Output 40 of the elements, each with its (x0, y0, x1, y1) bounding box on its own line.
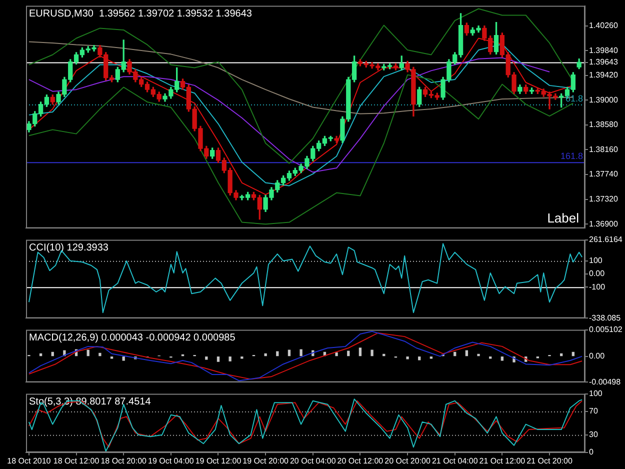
y-tick-label: 100 (589, 256, 603, 266)
annotation: 161.8 (560, 151, 583, 162)
y-tick-label: 1.39840 (589, 46, 618, 55)
annotation: Label (547, 210, 580, 226)
chart-title: CCI(10) 129.3933 (29, 242, 109, 254)
x-tick-label: 18 Oct 2010 (7, 456, 52, 466)
y-tick-label: 1.38160 (589, 144, 618, 154)
x-tick-label: 18 Oct 12:00 (53, 456, 100, 466)
y-tick-label: -100 (589, 282, 606, 292)
x-tick-label: 21 Oct 20:00 (526, 456, 573, 466)
y-tick-label: 30 (589, 430, 598, 440)
x-tick-label: 19 Oct 12:00 (195, 456, 242, 466)
y-tick-label: 1.38580 (589, 120, 618, 130)
y-tick-label: 100 (589, 389, 603, 398)
y-tick-label: 1.36900 (589, 219, 618, 228)
y-tick-label: 0.00 (589, 269, 606, 278)
x-tick-label: 19 Oct 04:00 (148, 456, 194, 466)
y-tick-label: 1.39000 (589, 95, 618, 104)
y-tick-label: 1.37320 (589, 194, 618, 204)
x-tick-label: 20 Oct 12:00 (337, 456, 384, 466)
y-tick-label: 1.39643 (589, 57, 618, 66)
x-tick-label: 19 Oct 20:00 (242, 456, 290, 466)
y-tick-label: 1.39420 (589, 70, 618, 80)
x-tick-label: 21 Oct 04:00 (432, 456, 478, 466)
y-tick-label: -338.085 (589, 313, 622, 322)
y-tick-label: 70 (589, 406, 598, 416)
x-tick-label: 21 Oct 12:00 (479, 456, 526, 466)
y-tick-label: 1.40260 (589, 21, 618, 30)
x-tick-label: 18 Oct 20:00 (100, 456, 148, 466)
chart-title: EURUSD,M30 1.39562 1.39702 1.39532 1.39643 (29, 8, 252, 20)
y-tick-label: 1.37740 (589, 170, 618, 179)
y-tick-label: 0 (589, 448, 594, 457)
chart-title: MACD(12,26,9) 0.000043 -0.000942 0.000985 (29, 332, 236, 344)
y-tick-label: 0.00 (589, 352, 606, 361)
y-tick-label: -0.00498 (589, 377, 622, 386)
annotation: 61.8 (565, 93, 583, 104)
x-tick-label: 20 Oct 20:00 (384, 456, 431, 466)
y-tick-label: 261.6164 (589, 235, 623, 244)
y-tick-label: 0.005102 (589, 325, 623, 334)
x-tick-label: 20 Oct 04:00 (290, 456, 336, 466)
